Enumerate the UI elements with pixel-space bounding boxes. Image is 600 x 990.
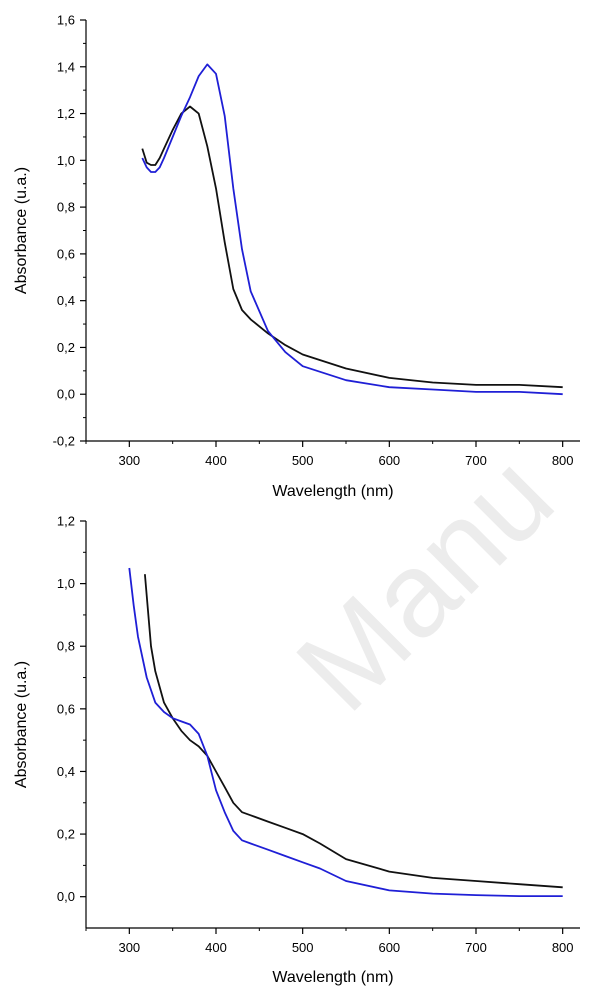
y-tick-label: 1,0 [57,576,75,591]
x-tick-label: 300 [118,940,140,955]
series-line-black [144,574,563,889]
y-tick-label: 1,6 [57,13,75,28]
x-tick-label: 700 [465,940,487,955]
x-axis-title: Wavelength (nm) [272,969,393,986]
series-line-blue [141,63,563,396]
series-line-black [141,105,563,389]
y-axis-title: Absorbance (u.a.) [13,661,30,788]
x-tick-label: 800 [552,453,574,468]
x-axis-title: Wavelength (nm) [272,483,393,500]
x-tick-label: 500 [292,453,314,468]
x-tick-label: 600 [378,940,400,955]
x-tick-label: 600 [378,453,400,468]
x-tick-label: 400 [205,453,227,468]
y-tick-label: 1,2 [57,514,75,529]
y-tick-label: 0,2 [57,340,75,355]
chart-bottom-absorbance: 0,0 0,2 0,4 0,6 0,8 1,0 1,2 300 400 500 600 700 800 W… [13,514,580,986]
y-tick-label: 1,4 [57,59,75,74]
y-tick-label: 0,0 [57,889,75,904]
y-tick-label: 0,0 [57,387,75,402]
y-tick-label: 0,4 [57,764,75,779]
y-tick-label: 1,2 [57,106,75,121]
y-tick-label: 0,2 [57,827,75,842]
x-tick-label: 400 [205,940,227,955]
y-tick-label: 0,6 [57,701,75,716]
x-tick-label: 700 [465,453,487,468]
x-tick-label: 300 [118,453,140,468]
y-tick-label: -0,2 [53,434,75,449]
y-tick-label: 1,0 [57,153,75,168]
y-axis-title: Absorbance (u.a.) [13,167,30,294]
y-tick-label: 0,6 [57,246,75,261]
chart-top-absorbance: -0,2 0,0 0,2 0,4 0,6 0,8 1,0 1,2 1,4 1,6 300 400 500… [13,13,580,500]
y-tick-label: 0,8 [57,639,75,654]
series-line-blue [128,567,563,897]
y-tick-label: 0,8 [57,200,75,215]
x-tick-label: 800 [552,940,574,955]
x-tick-label: 500 [292,940,314,955]
y-tick-label: 0,4 [57,293,75,308]
